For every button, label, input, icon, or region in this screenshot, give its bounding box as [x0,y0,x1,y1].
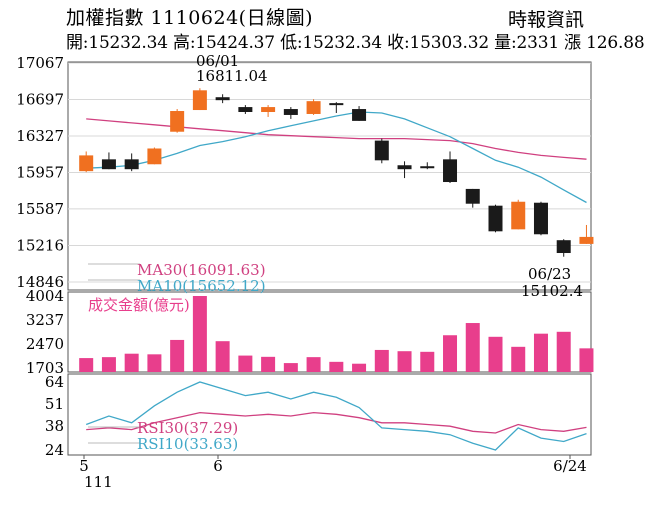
volume-tick-label: 1703 [26,359,64,377]
candle-body [329,103,344,106]
rsi-tick-label: 24 [45,441,64,459]
volume-tick-label: 3237 [26,311,64,329]
ma30-legend-label: MA30(16091.63) [137,261,266,279]
rsi-panel [67,373,592,456]
price-tick-label: 14846 [16,273,64,291]
ohlc-stats: 開:15232.34 高:15424.37 低:15232.34 收:15303… [66,33,645,53]
x-tick-label: 5 [79,457,89,475]
rsi10-line [85,381,587,451]
volume-bar [443,335,458,372]
volume-bar [374,349,389,372]
price-tick-label: 15587 [16,200,64,218]
volume-bar [283,363,298,372]
rsi10-legend-label: RSI10(33.63) [137,435,238,453]
candle-body [420,166,435,169]
volume-bar [533,333,548,372]
volume-legend-label: 成交金額(億元) [88,296,190,314]
x-year-label: 111 [84,473,113,491]
volume-tick-label: 2470 [26,335,64,353]
volume-bar [579,348,594,372]
high-date-annotation: 06/01 [196,52,239,70]
volume-bar [215,341,230,372]
rsi30-line [86,411,587,434]
candle-body [488,205,503,232]
candle-body [511,201,526,230]
rsi30-legend-label: RSI30(37.29) [137,419,238,437]
volume-tick-label: 4004 [26,287,64,305]
candle-body [306,101,321,114]
volume-bar [170,339,185,372]
ma10-line [86,111,587,204]
candle-body [215,97,230,101]
high-value-annotation: 16811.04 [196,67,268,85]
volume-bar [556,331,571,372]
candle-body [79,155,94,172]
chart-title: 加權指數 1110624(日線圖) [66,7,313,29]
candle-body [124,159,139,170]
volume-bar [124,353,139,372]
ma10-legend-label: MA10(15652.12) [137,277,266,295]
candle-body [579,236,594,244]
ma30-line [86,118,587,160]
x-tick-label: 6 [213,457,223,475]
volume-bar [306,357,321,372]
rsi-tick-label: 64 [45,373,64,391]
volume-bar [261,356,276,372]
price-tick-label: 15957 [16,163,64,181]
price-panel [67,61,592,291]
candle-body [465,188,480,204]
price-tick-label: 15216 [16,237,64,255]
candle-body [192,90,207,111]
rsi-tick-label: 51 [45,395,64,413]
volume-bar [465,323,480,372]
candle-body [238,107,253,113]
candle-body [261,107,276,113]
rsi-tick-label: 38 [45,417,64,435]
volume-bar [420,351,435,372]
candle-body [101,159,116,170]
price-tick-label: 16327 [16,127,64,145]
volume-bar [101,357,116,372]
low-date-annotation: 06/23 [528,265,571,283]
candle-body [556,240,571,254]
candle-body [170,111,185,132]
volume-bar [79,358,94,372]
candle-body [397,165,412,170]
candle-body [147,148,162,165]
candle-body [352,109,367,121]
candle-body [374,140,389,161]
volume-bar [488,336,503,372]
price-tick-label: 17067 [16,54,64,72]
volume-bar [238,355,253,372]
volume-bar [511,346,526,372]
source-label: 時報資訊 [508,9,585,31]
low-value-annotation: 15102.4 [521,282,583,300]
candle-body [443,159,458,183]
volume-bar [397,351,412,372]
volume-bar [147,354,162,372]
candle-body [283,109,298,115]
volume-bar [192,296,207,372]
x-tick-label: 6/24 [553,457,587,475]
price-tick-label: 16697 [16,90,64,108]
candle-body [533,202,548,235]
volume-bar [329,361,344,372]
volume-bar [352,363,367,372]
